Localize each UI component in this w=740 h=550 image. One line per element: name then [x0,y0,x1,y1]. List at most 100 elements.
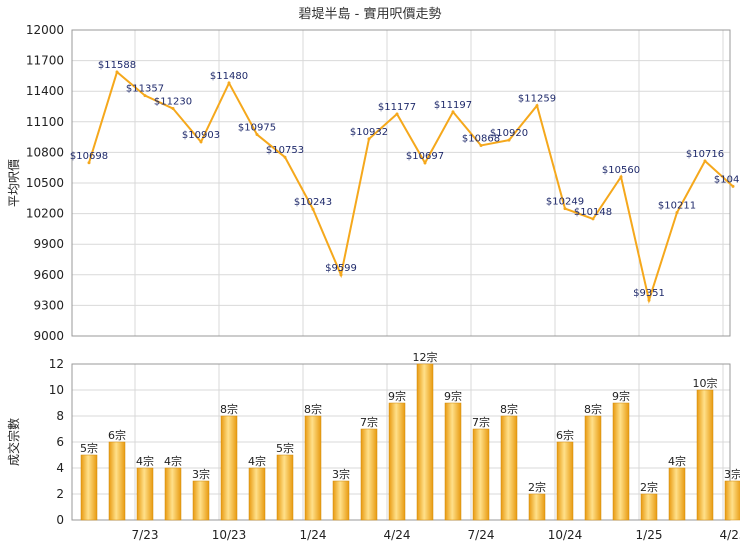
volume-bar [556,441,574,521]
volume-y-tick-label: 6 [56,435,64,449]
price-data-label: $9599 [325,263,357,274]
volume-data-label: 6宗 [556,428,574,442]
volume-data-label: 2宗 [640,480,658,494]
price-point [675,210,679,214]
volume-bar [696,389,714,521]
volume-data-label: 3宗 [332,467,350,481]
volume-bar [584,415,602,521]
x-tick-label: 1/24 [300,528,327,542]
price-point [339,273,343,277]
price-data-label: $11197 [434,100,472,111]
volume-data-label: 4宗 [136,454,154,468]
volume-data-label: 5宗 [276,441,294,455]
price-y-tick-label: 11100 [26,115,64,129]
x-tick-label: 1/25 [636,528,663,542]
price-point [143,94,147,98]
price-data-label: $10716 [686,149,724,160]
x-tick-label: 10/24 [548,528,583,542]
volume-bar [108,441,126,521]
volume-data-label: 8宗 [584,402,602,416]
price-point [395,112,399,116]
price-point [171,107,175,111]
volume-bar [640,493,658,521]
price-y-axis-label: 平均呎價 [7,159,21,207]
price-y-tick-label: 10200 [26,207,64,221]
volume-data-label: 9宗 [388,389,406,403]
price-data-label: $10211 [658,200,696,211]
volume-data-label: 7宗 [472,415,490,429]
volume-panel: 0 2 4 6 8 10 12 成交宗數 5宗 6宗 4宗 4宗 3宗 8宗 4宗 5宗 8宗 3宗 7宗 9宗 1… [6,350,740,542]
volume-bar [472,428,490,521]
volume-data-label: 10宗 [693,376,718,390]
price-y-tick-label: 9300 [33,298,64,312]
x-tick-label: 10/23 [212,528,247,542]
price-point [451,110,455,114]
price-data-label: $10903 [182,130,220,141]
price-y-tick-label: 9000 [33,329,64,343]
volume-data-label: 3宗 [192,467,210,481]
price-data-label: $11177 [378,102,416,113]
price-y-tick-label: 12000 [26,23,64,37]
price-y-tick-label: 9900 [33,237,64,251]
price-point [563,207,567,211]
price-data-label: $11259 [518,94,556,105]
chart-title: 碧堤半島 - 實用呎價走勢 [299,6,442,22]
price-data-label: $10249 [546,197,584,208]
price-panel: 9000 9300 9600 9900 10200 10500 10800 11100 1140… [7,23,740,343]
volume-data-label: 3宗 [724,467,740,481]
price-data-label: $11357 [126,84,164,95]
volume-bar [612,402,630,521]
x-tick-label: 7/23 [132,528,159,542]
volume-bar [416,363,434,521]
price-data-label: $10243 [294,197,332,208]
price-point [283,155,287,159]
price-point [199,140,203,144]
volume-bar [136,467,154,521]
volume-bar [444,402,462,521]
price-point [255,133,259,137]
volume-bar [164,467,182,521]
price-data-label: $10697 [406,151,444,162]
volume-data-label: 8宗 [500,402,518,416]
volume-bar [80,454,98,521]
price-data-label: $11230 [154,97,192,108]
volume-data-label: 9宗 [444,389,462,403]
volume-y-tick-label: 8 [56,409,64,423]
volume-y-tick-label: 12 [49,357,64,371]
volume-bar [360,428,378,521]
price-point [619,175,623,179]
price-data-label: $9351 [633,288,665,299]
volume-data-label: 4宗 [248,454,266,468]
price-data-label: $10932 [350,127,388,138]
volume-y-tick-label: 10 [49,383,64,397]
price-point [423,161,427,165]
volume-y-tick-label: 4 [56,461,64,475]
price-data-label: $10698 [70,151,108,162]
x-tick-label: 4/25 [720,528,740,542]
volume-y-axis-label: 成交宗數 [6,418,21,466]
volume-bar [724,480,740,521]
volume-bar [304,415,322,521]
volume-data-label: 2宗 [528,480,546,494]
volume-bar [668,467,686,521]
volume-data-label: 7宗 [360,415,378,429]
price-point [227,81,231,85]
volume-data-label: 4宗 [164,454,182,468]
price-point [115,70,119,74]
price-y-tick-label: 10800 [26,145,64,159]
volume-data-label: 4宗 [668,454,686,468]
price-y-tick-label: 11400 [26,84,64,98]
volume-y-tick-label: 2 [56,487,64,501]
price-point [507,138,511,142]
volume-data-label: 6宗 [108,428,126,442]
price-data-label: $10148 [574,207,612,218]
price-point [731,184,735,188]
price-point [535,104,539,108]
price-data-label: $10920 [490,128,528,139]
volume-bar [388,402,406,521]
volume-bar [248,467,266,521]
price-data-label: $10467 [714,174,740,185]
price-data-label: $10975 [238,123,276,134]
volume-bar [276,454,294,521]
